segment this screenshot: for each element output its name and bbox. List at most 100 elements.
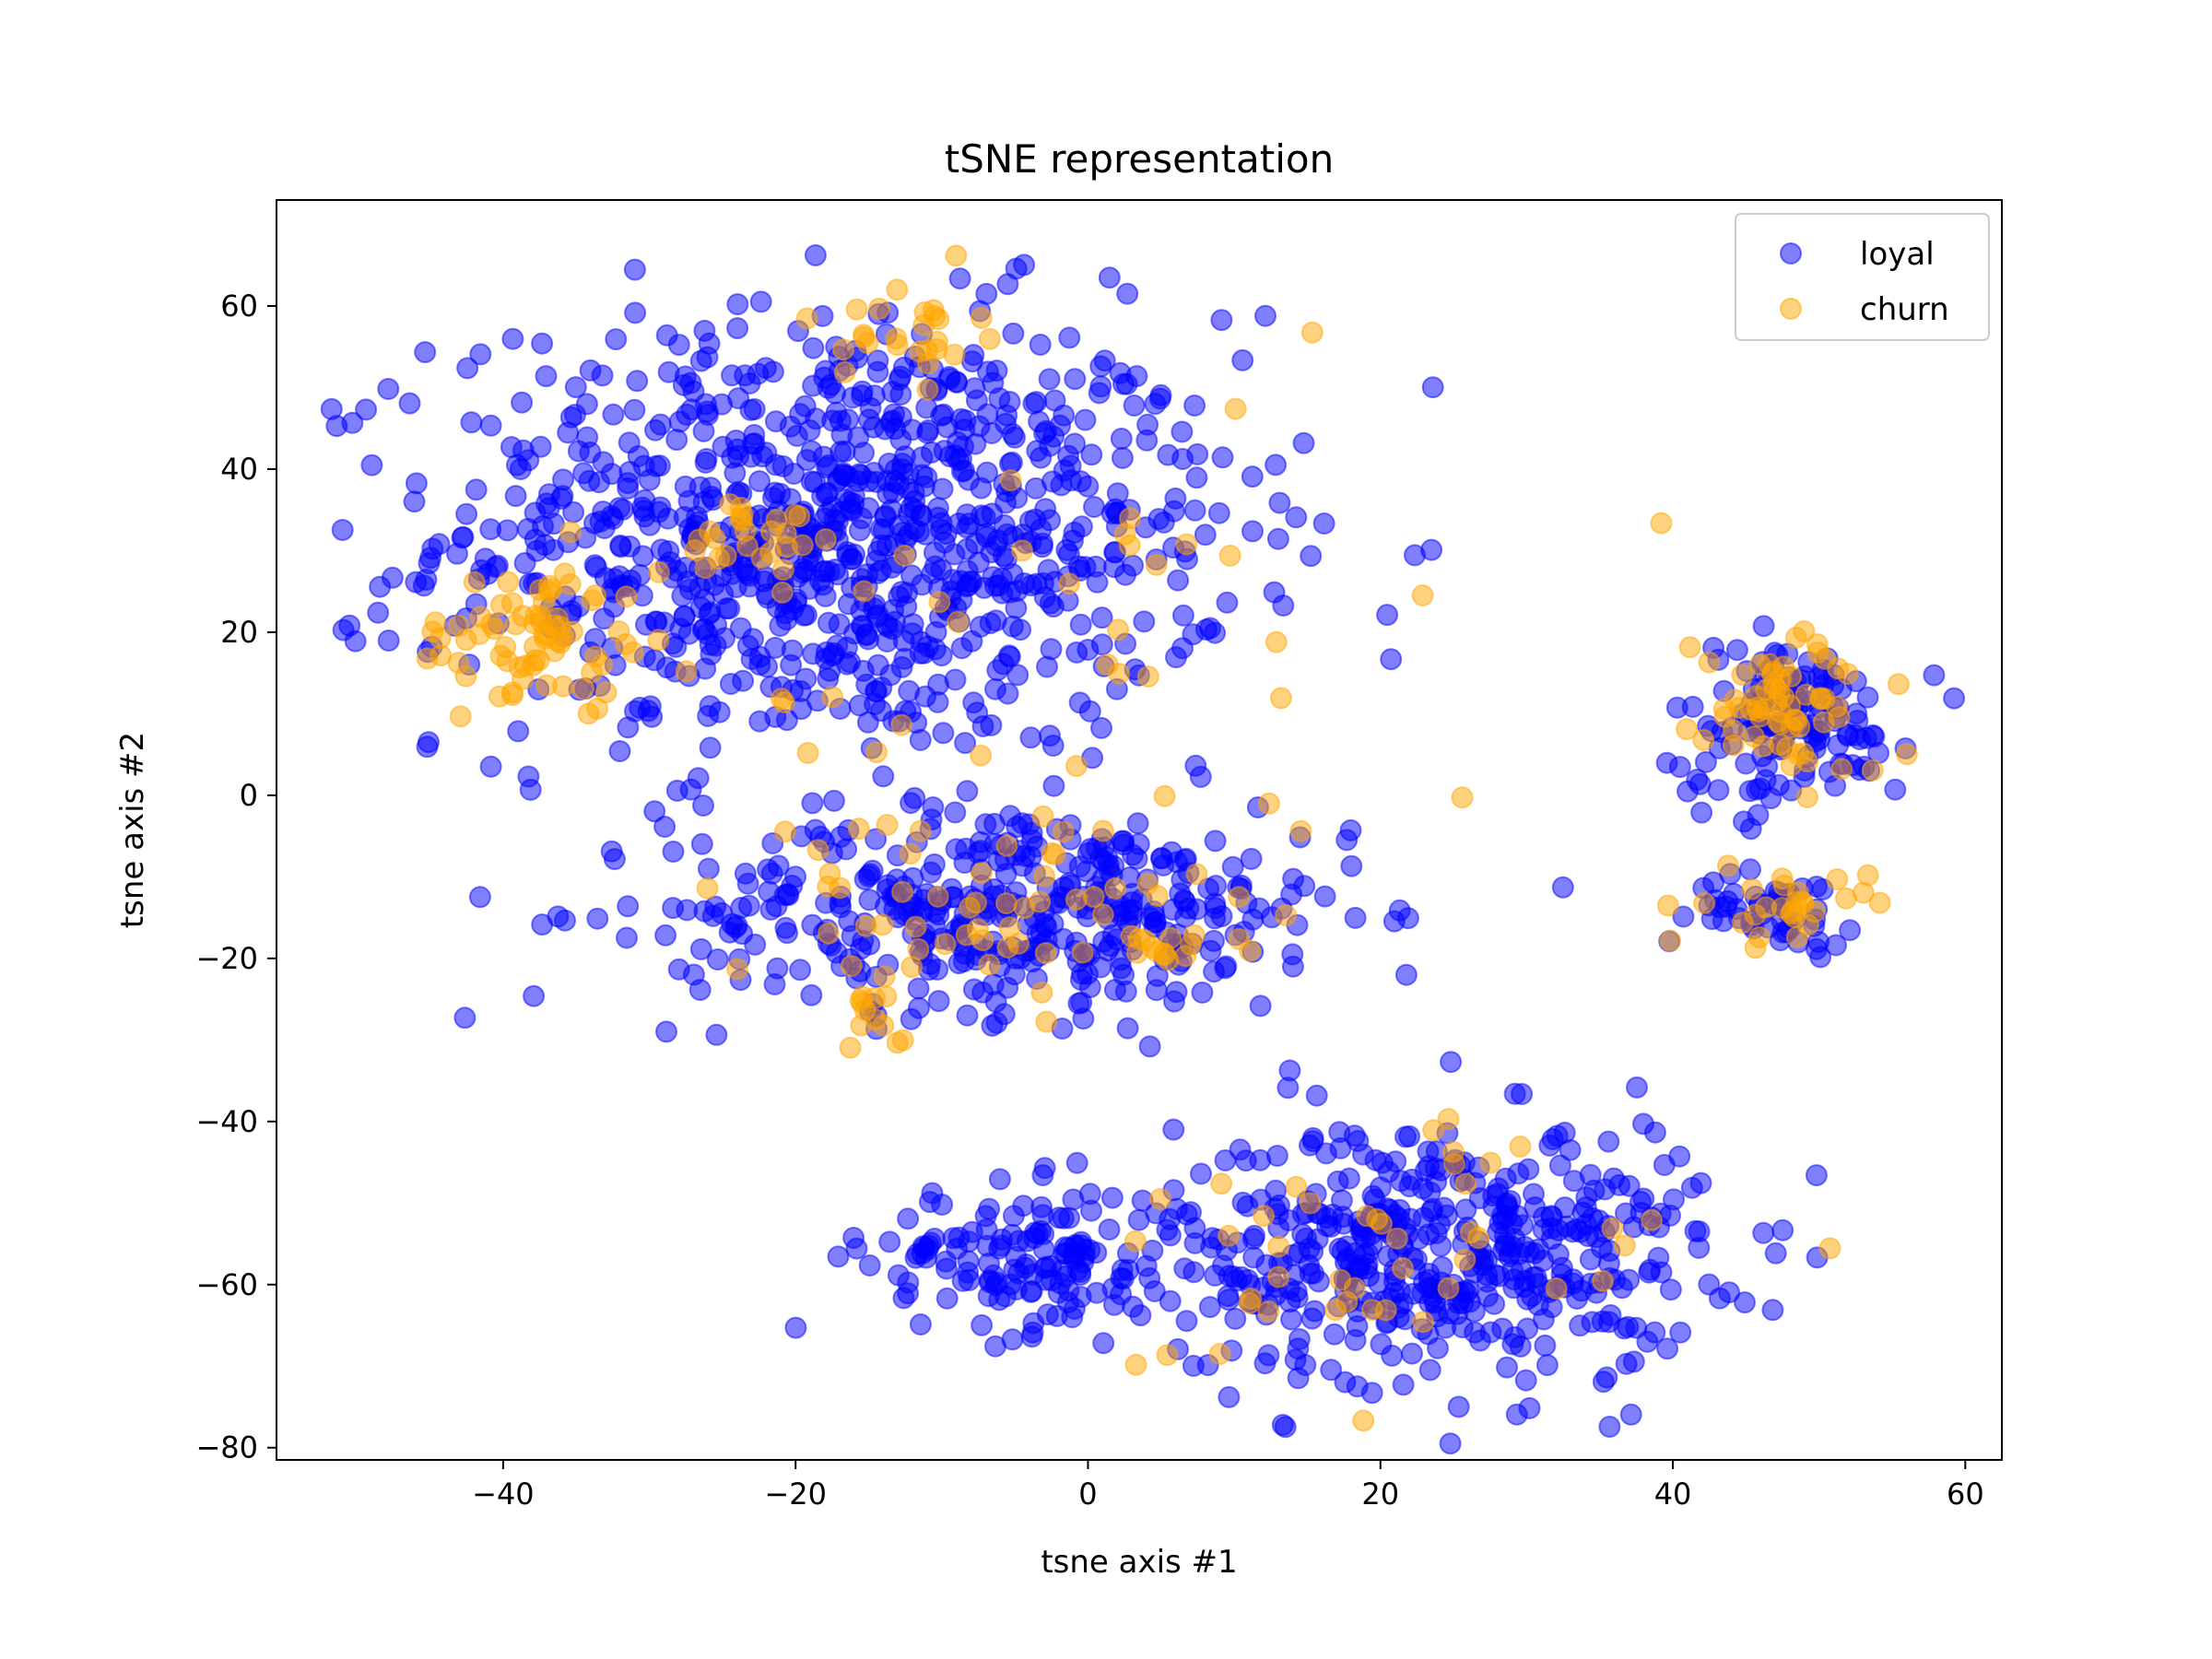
churn-point (771, 559, 794, 582)
churn-point (1140, 936, 1163, 959)
loyal-point (1042, 425, 1065, 448)
loyal-point (1809, 946, 1832, 969)
loyal-point (460, 411, 483, 434)
churn-point (1208, 1343, 1231, 1365)
loyal-point (991, 582, 1014, 605)
churn-point (1467, 1227, 1490, 1250)
loyal-point (1079, 838, 1101, 861)
loyal-point (692, 490, 715, 513)
loyal-point (736, 872, 759, 895)
loyal-point (1053, 404, 1076, 427)
loyal-point (1191, 981, 1214, 1004)
loyal-point (1203, 929, 1225, 952)
loyal-point (1825, 934, 1847, 957)
loyal-point (1171, 604, 1194, 627)
loyal-point (583, 554, 606, 577)
loyal-point (1019, 726, 1042, 749)
loyal-point (575, 393, 598, 416)
loyal-point (1029, 334, 1052, 356)
loyal-point (911, 446, 934, 469)
points-layer (320, 244, 1966, 1455)
loyal-point (811, 560, 834, 583)
loyal-point (1098, 266, 1121, 289)
loyal-point (1224, 1307, 1247, 1330)
loyal-point (898, 679, 921, 702)
churn-point (1509, 1135, 1532, 1158)
loyal-point (1122, 1295, 1145, 1318)
loyal-point (1418, 1263, 1441, 1285)
loyal-point (1024, 477, 1047, 500)
churn-point (770, 688, 793, 711)
loyal-point (948, 267, 971, 290)
loyal-point (701, 904, 724, 927)
loyal-point (741, 432, 764, 455)
loyal-point (633, 488, 656, 512)
loyal-point (837, 593, 860, 616)
loyal-point (687, 767, 710, 790)
churn-point (708, 547, 731, 571)
x-tick-label: 60 (1947, 1477, 1984, 1512)
churn-point (821, 686, 844, 709)
churn-point (1739, 699, 1762, 722)
loyal-point (513, 552, 536, 574)
loyal-point (1551, 876, 1574, 899)
churn-point (607, 620, 630, 642)
loyal-point (1214, 1149, 1237, 1171)
loyal-point (1241, 520, 1264, 543)
loyal-point (851, 384, 873, 407)
loyal-point (996, 682, 1019, 705)
churn-point (1371, 1212, 1394, 1235)
churn-point (832, 338, 854, 361)
loyal-point (856, 711, 879, 734)
loyal-point (1089, 375, 1112, 398)
y-axis-ticks: −80 −60 −40 −20 0 20 40 60 (195, 288, 276, 1465)
loyal-point (1026, 1222, 1049, 1245)
churn-point (581, 589, 604, 612)
loyal-point (694, 451, 717, 474)
loyal-point (1376, 604, 1399, 627)
loyal-point (986, 659, 1009, 682)
loyal-point (1394, 1125, 1417, 1148)
loyal-point (1162, 1118, 1185, 1141)
churn-point (1601, 1217, 1624, 1240)
loyal-point (1144, 393, 1167, 416)
churn-point (1240, 1288, 1263, 1310)
churn-point (847, 818, 870, 841)
churn-point (1324, 1299, 1347, 1322)
loyal-point (1204, 621, 1227, 644)
loyal-point (897, 1207, 920, 1230)
loyal-point (662, 841, 685, 863)
loyal-point (1380, 648, 1403, 671)
loyal-point (922, 796, 945, 818)
loyal-point (1004, 426, 1026, 449)
loyal-point (1303, 1300, 1326, 1323)
churn-point (1218, 544, 1241, 567)
loyal-point (761, 487, 784, 510)
churn-point (1437, 1108, 1460, 1131)
churn-point (840, 955, 863, 977)
loyal-point (827, 1245, 850, 1268)
loyal-point (1218, 1265, 1241, 1288)
loyal-point (1343, 1241, 1366, 1265)
loyal-point (1031, 532, 1054, 555)
loyal-point (1752, 1221, 1775, 1244)
churn-point (1289, 819, 1312, 842)
loyal-point (1171, 448, 1194, 470)
loyal-point (1268, 1194, 1290, 1217)
loyal-point (1313, 885, 1336, 908)
churn-point (759, 541, 782, 564)
loyal-point (1141, 1239, 1164, 1262)
loyal-point (1280, 1308, 1302, 1331)
loyal-point (1143, 1280, 1166, 1302)
loyal-point (468, 886, 491, 909)
loyal-point (654, 924, 677, 947)
loyal-point (931, 477, 954, 500)
loyal-point (878, 1230, 901, 1253)
chart-title: tSNE representation (945, 136, 1334, 182)
loyal-point (617, 477, 640, 500)
churn-point (1392, 1257, 1414, 1280)
churn-point (483, 618, 506, 641)
loyal-point (1042, 774, 1065, 797)
y-axis-label: tsne axis #2 (114, 732, 151, 928)
loyal-point (1401, 1342, 1423, 1365)
